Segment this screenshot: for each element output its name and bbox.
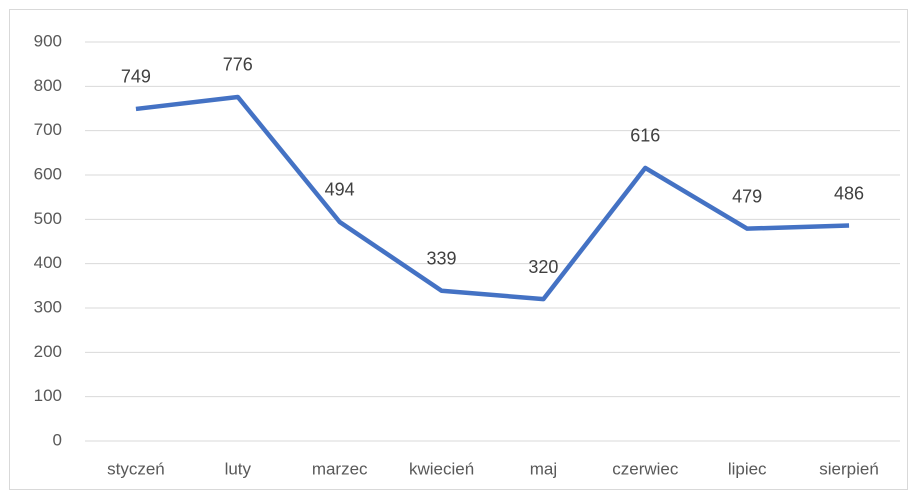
data-label: 320 [528,257,558,277]
x-tick-label: styczeń [107,459,165,478]
y-tick-label: 800 [34,76,62,95]
data-label: 479 [732,186,762,206]
series-line [135,94,850,302]
data-label: 339 [427,248,457,268]
y-tick-label: 300 [34,297,62,316]
data-label: 486 [834,183,864,203]
y-tick-label: 0 [53,430,62,449]
y-tick-label: 200 [34,342,62,361]
y-tick-label: 900 [34,31,62,50]
data-label: 616 [630,126,660,146]
data-label: 749 [121,67,151,87]
y-tick-label: 700 [34,120,62,139]
x-tick-label: sierpień [819,459,879,478]
data-label: 494 [325,180,355,200]
x-tick-label: kwiecień [409,459,474,478]
y-tick-label: 100 [34,386,62,405]
data-label: 776 [223,55,253,75]
y-tick-label: 500 [34,209,62,228]
x-tick-label: maj [530,459,557,478]
x-tick-label: marzec [312,459,368,478]
y-tick-label: 600 [34,164,62,183]
y-tick-label: 400 [34,253,62,272]
x-tick-label: czerwiec [612,459,679,478]
chart-border [9,9,908,490]
x-tick-label: lipiec [728,459,767,478]
x-tick-label: luty [225,459,252,478]
